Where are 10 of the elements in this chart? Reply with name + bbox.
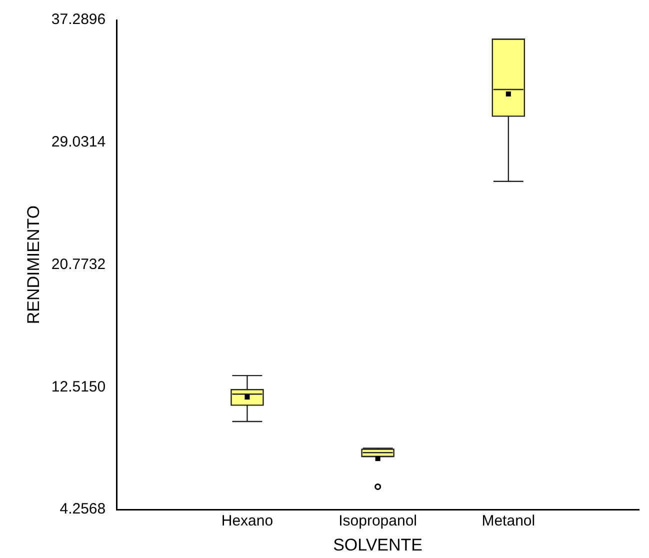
- y-tick-label: 37.2896: [51, 11, 106, 28]
- y-tick-label: 12.5150: [51, 378, 106, 396]
- x-axis-title: SOLVENTE: [333, 535, 423, 554]
- x-tick-label: Hexano: [221, 512, 274, 530]
- x-tick-label: Metanol: [482, 512, 536, 530]
- y-tick-label: 4.2568: [60, 500, 106, 518]
- y-tick-label: 29.0314: [51, 134, 106, 151]
- y-tick-label: 20.7732: [51, 256, 106, 273]
- y-axis-title: RENDIMIENTO: [24, 205, 43, 324]
- x-tick-label: Isopropanol: [338, 512, 418, 530]
